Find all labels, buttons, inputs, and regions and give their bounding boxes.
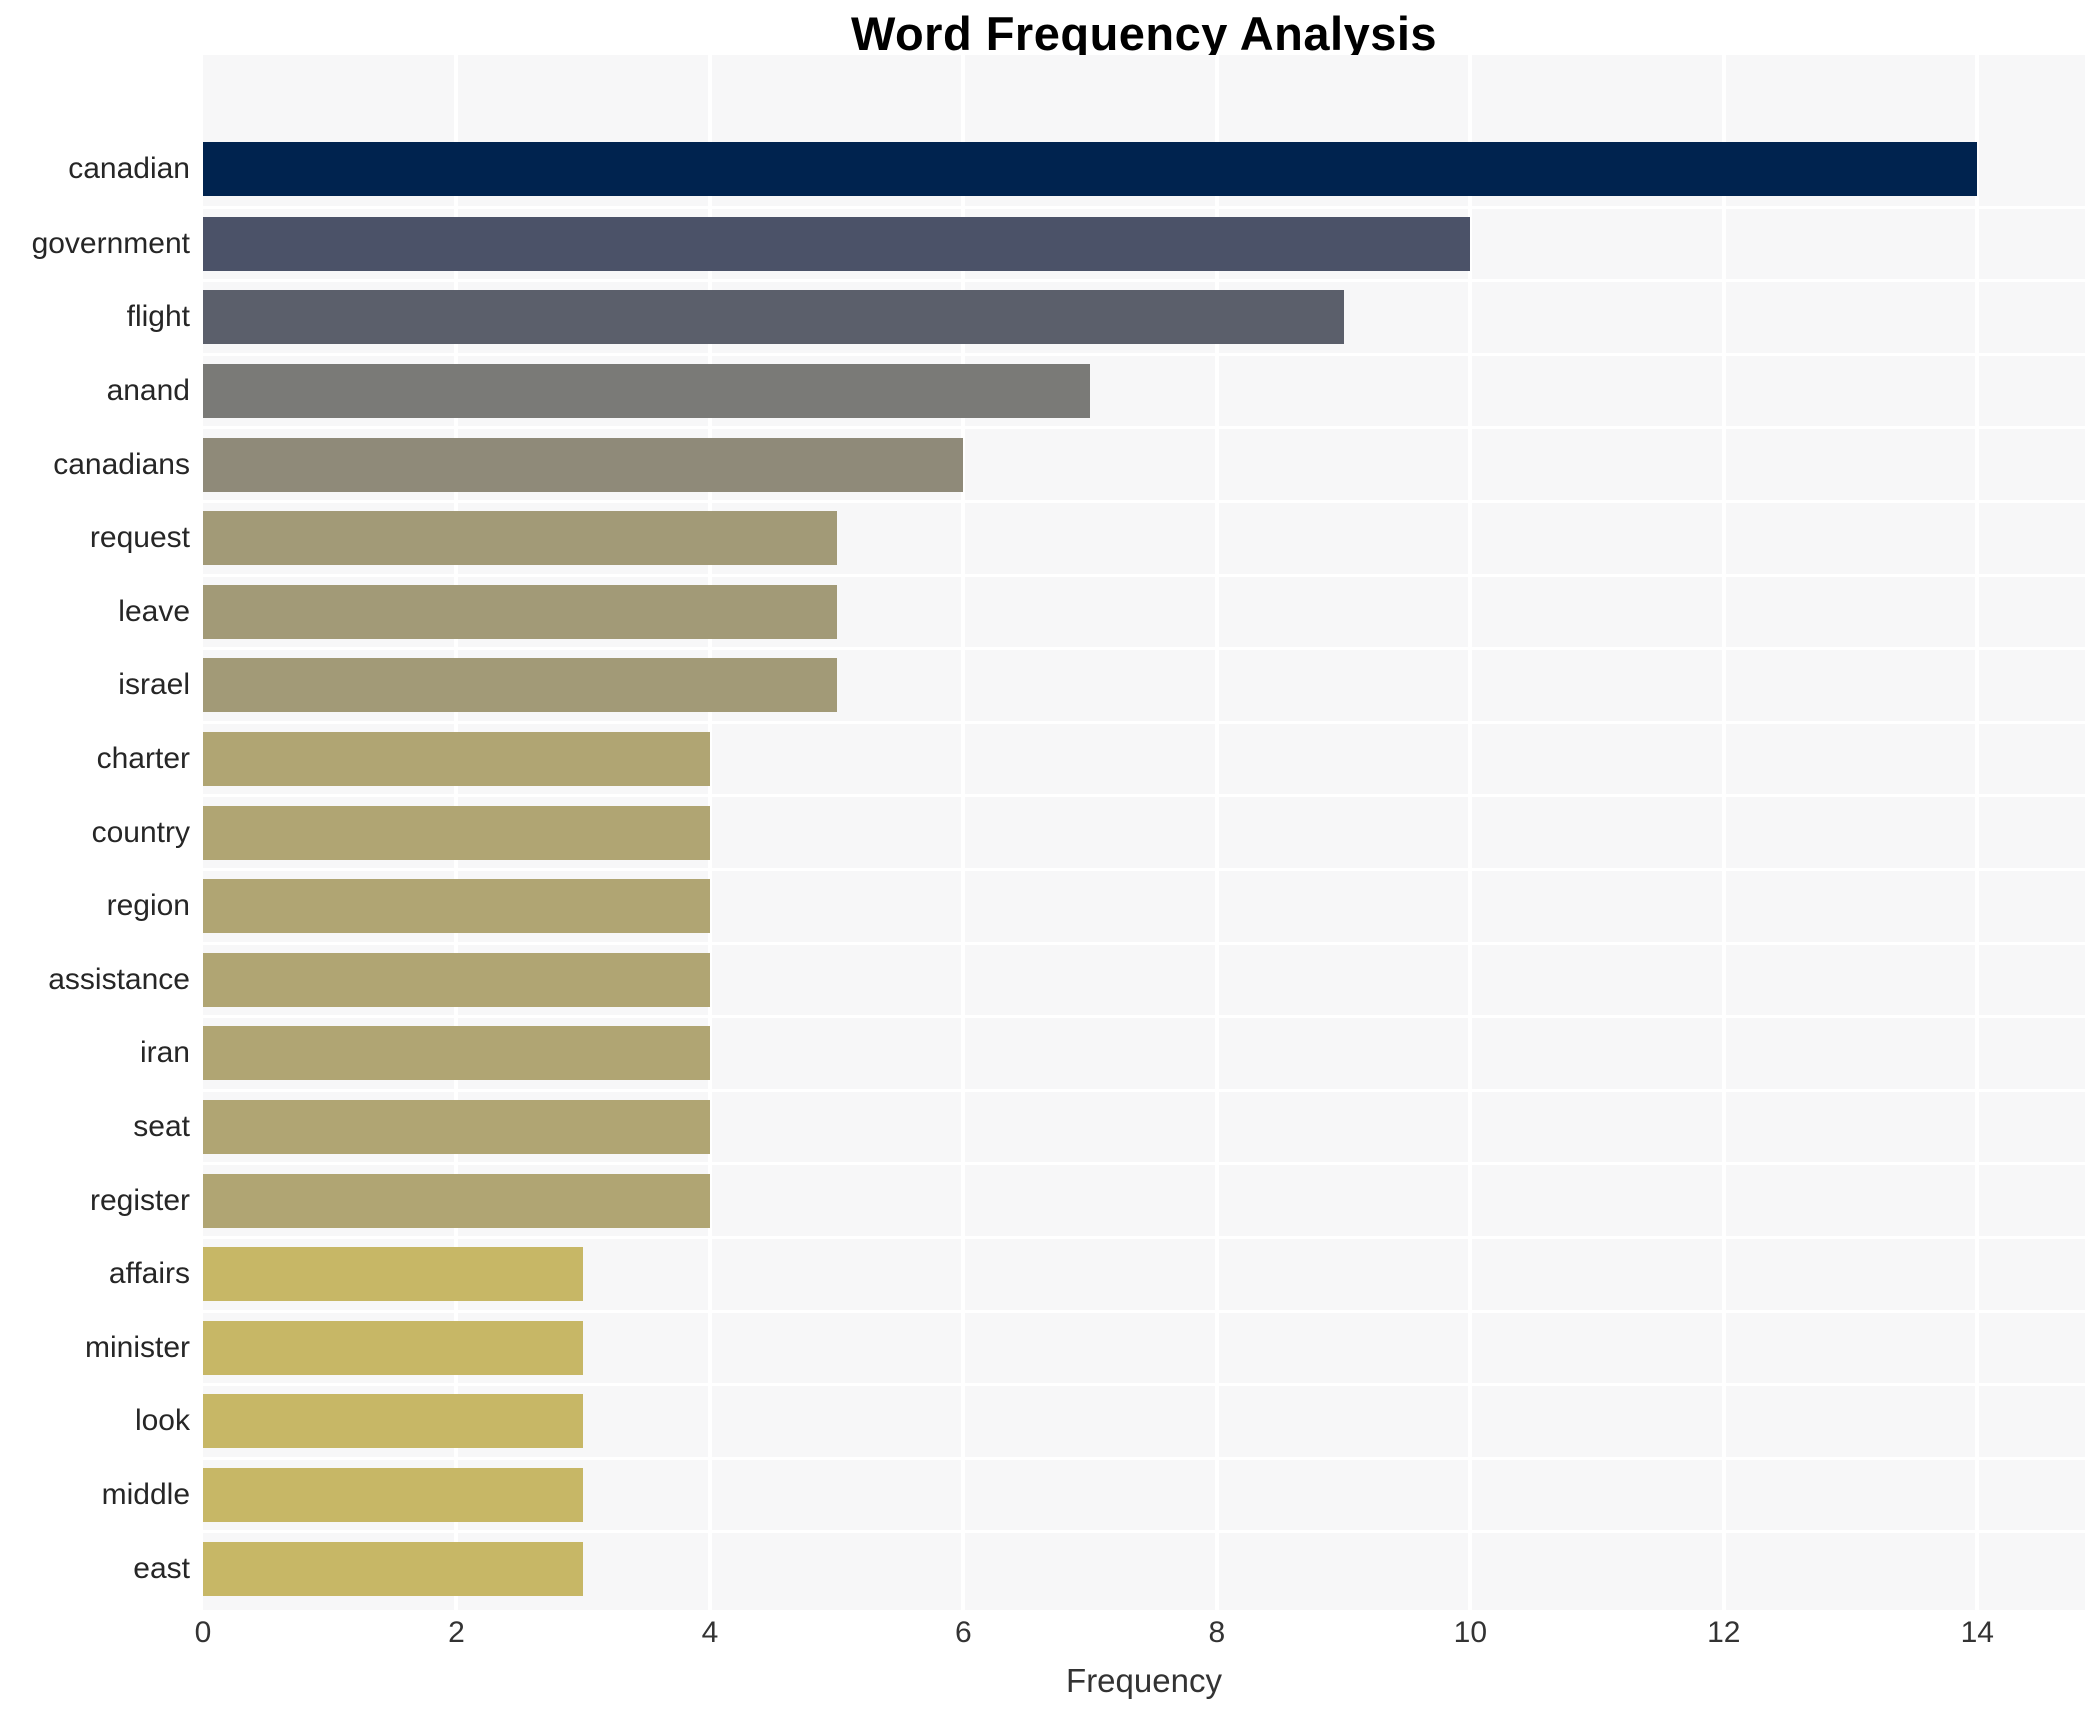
- bar-country: [203, 805, 710, 860]
- bar-middle: [203, 1467, 584, 1522]
- bar-east: [203, 1541, 584, 1596]
- y-axis-label: region: [106, 889, 190, 923]
- gridline-x-12: [1721, 55, 1726, 1610]
- bar-government: [203, 216, 1471, 271]
- y-axis-label: look: [134, 1404, 190, 1438]
- bar-minister: [203, 1320, 584, 1375]
- gridline-x-6: [961, 55, 966, 1610]
- bar-row: leave: [118, 573, 2085, 648]
- y-axis-label: minister: [84, 1330, 190, 1364]
- x-tick-label: 0: [194, 1616, 212, 1649]
- bar-row: register: [90, 1162, 2085, 1236]
- y-axis-label: assistance: [48, 962, 190, 996]
- bar-row: anand: [107, 352, 2085, 427]
- y-axis-label: flight: [126, 300, 190, 334]
- y-axis-label: request: [89, 521, 190, 555]
- bar-row: middle: [102, 1456, 2085, 1531]
- bar-flight: [203, 290, 1344, 345]
- bar-iran: [203, 1026, 710, 1081]
- bar-row: east: [133, 1530, 2085, 1604]
- bar-assistance: [203, 952, 710, 1007]
- bar-rows: canadian government flight anand canadians re…: [32, 55, 2085, 1610]
- bar-row: canadians: [53, 426, 2085, 500]
- y-axis-label: leave: [118, 594, 190, 628]
- y-axis-label: canadian: [68, 151, 190, 185]
- bar-request: [203, 511, 837, 566]
- gridline-x-8: [1214, 55, 1219, 1610]
- bar-leave: [203, 584, 837, 639]
- gridline-x-4: [707, 55, 712, 1610]
- x-tick-label: 2: [448, 1616, 465, 1649]
- bar-israel: [203, 658, 837, 713]
- bar-register: [203, 1173, 710, 1228]
- y-axis-label: country: [91, 815, 190, 849]
- bar-row: request: [90, 499, 2085, 574]
- x-tick-label: 4: [701, 1616, 719, 1649]
- bar-row: charter: [97, 720, 2085, 795]
- bar-row: minister: [85, 1309, 2085, 1384]
- y-axis-label: affairs: [108, 1257, 190, 1291]
- bar-anand: [203, 364, 1091, 419]
- x-axis-ticks: 0 2 4 6 8 10 12 14: [195, 1616, 2085, 1656]
- bar-canadians: [203, 437, 964, 492]
- x-tick-label: 6: [955, 1616, 972, 1649]
- bar-row: affairs: [109, 1235, 2085, 1310]
- bar-row: iran: [140, 1015, 2085, 1089]
- y-axis-label: government: [31, 226, 190, 260]
- bar-row: country: [92, 794, 2085, 868]
- y-axis-label: middle: [101, 1477, 190, 1511]
- x-axis-label: Frequency: [1066, 1662, 1222, 1699]
- bar-affairs: [203, 1247, 584, 1302]
- bar-row: region: [107, 867, 2085, 942]
- y-axis-label: east: [133, 1551, 190, 1585]
- gridline-x-10: [1468, 55, 1473, 1610]
- gridline-x-14: [1975, 55, 1980, 1610]
- y-axis-label: iran: [139, 1036, 190, 1070]
- bar-row: israel: [118, 647, 2085, 721]
- x-tick-label: 8: [1208, 1616, 1226, 1649]
- bar-region: [203, 879, 710, 934]
- bar-row: flight: [127, 279, 2085, 353]
- bar-row: assistance: [48, 941, 2085, 1016]
- y-axis-label: canadians: [53, 447, 190, 481]
- plot-area: canadian government flight anand canadians re…: [32, 55, 2085, 1610]
- x-tick-label: 14: [1960, 1616, 1994, 1649]
- y-axis-label: anand: [106, 374, 190, 408]
- bar-row: seat: [133, 1088, 2085, 1163]
- y-axis-label: charter: [96, 742, 190, 776]
- bar-look: [203, 1394, 584, 1449]
- bar-canadian: [203, 141, 1978, 196]
- y-axis-label: register: [89, 1183, 190, 1217]
- bar-row: canadian: [68, 132, 2085, 206]
- x-tick-label: 10: [1453, 1616, 1488, 1649]
- bar-charter: [203, 732, 710, 787]
- bar-row: government: [32, 205, 2085, 280]
- bar-seat: [203, 1100, 710, 1155]
- y-axis-label: israel: [118, 668, 190, 702]
- y-axis-label: seat: [133, 1110, 190, 1144]
- chart-title: Word Frequency Analysis: [850, 7, 1438, 60]
- bar-row: look: [135, 1383, 2085, 1457]
- x-tick-label: 12: [1707, 1616, 1741, 1649]
